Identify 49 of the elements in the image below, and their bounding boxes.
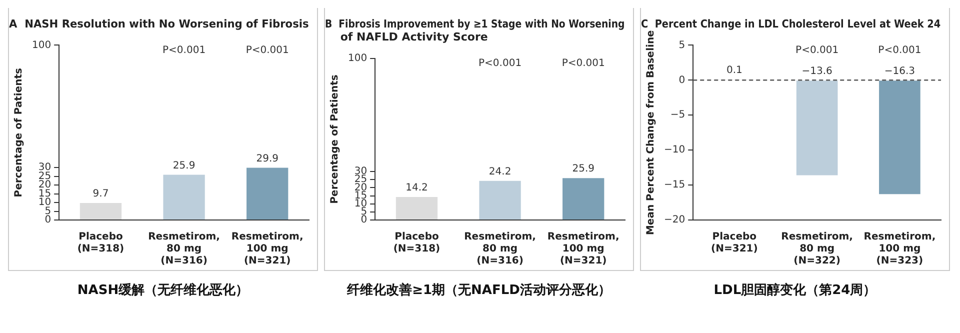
data-label: 0.1 — [726, 65, 742, 76]
bar — [562, 178, 604, 220]
bar — [396, 197, 438, 220]
annotation: P<0.001 — [562, 58, 605, 69]
data-label: 25.9 — [572, 164, 594, 175]
chart-title: C Percent Change in LDL Cholesterol Level at Week 24 — [641, 18, 941, 31]
y-tick-label: 0 — [678, 74, 686, 86]
text: LDL胆固醇变化（第24周） — [714, 282, 876, 299]
x-tick-label: Resmetirom, 80 mg (N=316) — [464, 232, 536, 267]
x-tick-label: Resmetirom, 100 mg (N=321) — [547, 232, 620, 267]
annotation: P<0.001 — [246, 44, 289, 56]
y-tick-label: −10 — [664, 144, 686, 156]
x-tick-label: Placebo (N=318) — [393, 232, 440, 255]
x-tick-label: Placebo (N=318) — [77, 232, 124, 255]
data-label: 14.2 — [406, 182, 428, 194]
y-tick-label: 100 — [32, 40, 52, 51]
data-label: 29.9 — [256, 153, 278, 164]
bar — [246, 168, 288, 220]
annotation: P<0.001 — [162, 44, 206, 56]
annotation: P<0.001 — [878, 44, 922, 56]
data-label: −13.6 — [802, 66, 832, 77]
y-tick-label: 0 — [44, 214, 52, 226]
text: NASH缓解（无纤维化恶化） — [77, 282, 249, 299]
y-tick-label: −5 — [670, 110, 686, 121]
bar — [163, 174, 205, 220]
y-axis-title: Percentage of Patients — [14, 68, 25, 198]
y-tick-label: 0 — [360, 214, 368, 226]
data-label: 24.2 — [488, 166, 512, 178]
annotation: P<0.001 — [796, 44, 839, 56]
x-tick-label: Resmetirom, 80 mg (N=322) — [781, 232, 853, 267]
y-tick-label: −15 — [664, 180, 686, 191]
annotation: P<0.001 — [478, 58, 522, 69]
x-tick-label: Placebo (N=321) — [711, 232, 758, 255]
chart-title: B Fibrosis Improvement by ≥1 Stage with No Worsening of NAFLD Activity Score — [325, 18, 625, 44]
x-tick-label: Resmetirom, 100 mg (N=323) — [864, 232, 936, 267]
x-tick-label: Resmetirom, 80 mg (N=316) — [148, 232, 220, 267]
x-tick-label: Resmetirom, 100 mg (N=321) — [231, 232, 304, 267]
data-label: 9.7 — [92, 188, 109, 200]
bar — [479, 180, 521, 220]
text: 纤维化改善≥1期（无NAFLD活动评分恶化） — [347, 282, 611, 299]
y-axis-title: Percentage of Patients — [330, 74, 341, 204]
y-tick-label: 5 — [678, 40, 686, 51]
data-label: 25.9 — [172, 160, 196, 172]
bar — [80, 203, 122, 220]
y-tick-label: 100 — [348, 52, 368, 64]
y-axis-title: Mean Percent Change from Baseline — [646, 30, 657, 236]
chart-title: A NASH Resolution with No Worsening of Fibrosis — [9, 17, 309, 31]
data-label: −16.3 — [884, 66, 916, 77]
y-tick-label: −20 — [664, 214, 686, 226]
